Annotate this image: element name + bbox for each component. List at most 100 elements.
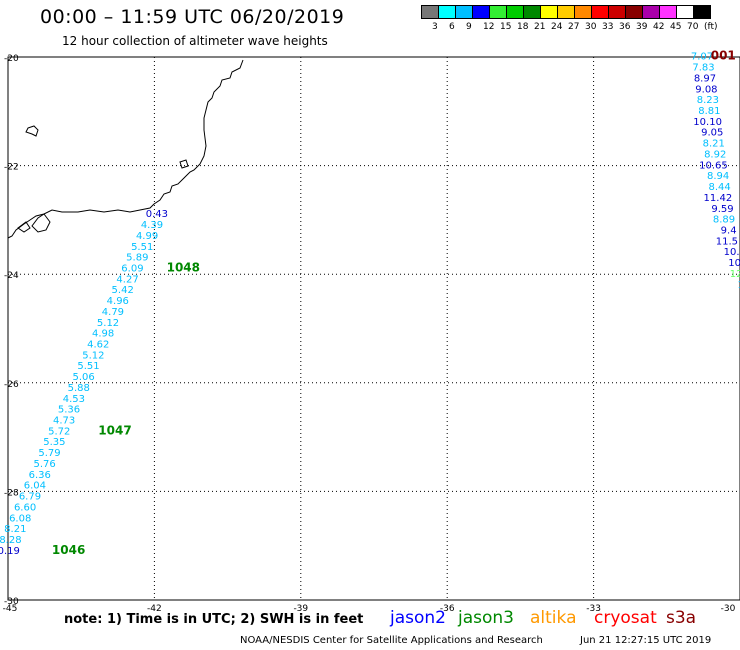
wave-height-label: 10.65 (699, 160, 728, 171)
wave-height-label: 5.12 (97, 318, 119, 329)
x-tick-label: -33 (586, 604, 601, 614)
wave-height-label: 4.99 (136, 231, 158, 242)
scale-label: 30 (585, 22, 597, 32)
grid-lines (8, 57, 740, 600)
x-tick-label: -42 (147, 604, 162, 614)
y-tick-label: -30 (4, 597, 19, 607)
island-outline (25, 125, 189, 169)
wave-height-label: 8.28 (0, 535, 22, 546)
note-text: note: 1) Time is in UTC; 2) SWH is in fe… (64, 612, 364, 627)
wave-height-label: 5.89 (126, 253, 148, 264)
wave-height-label: 5.06 (73, 372, 95, 383)
scale-label: 27 (568, 22, 580, 32)
wave-height-label: 5.42 (112, 285, 134, 296)
scale-label: 24 (551, 22, 563, 32)
wave-height-label: 6.09 (121, 263, 143, 274)
scale-label: 6 (449, 22, 455, 32)
wave-height-label: 4.27 (116, 274, 138, 285)
wave-height-label: 4.73 (53, 416, 75, 427)
satellite-legend-cryosat: cryosat (594, 608, 657, 628)
wave-height-label: 5.35 (43, 437, 65, 448)
wave-height-label: 6.60 (14, 502, 36, 513)
satellite-legend-jason3: jason3 (458, 608, 514, 628)
scale-label: (ft) (704, 22, 718, 32)
altimeter-track-east: 7.077.838.979.088.238.8110.109.058.218.9… (691, 49, 740, 291)
wave-height-label: 5.51 (131, 242, 153, 253)
tick-labels: -45 -42 -39 -36 -33 -30 -20 -22 -24 -26 -28 -30 (3, 54, 736, 614)
pass-time-label: 1046 (52, 543, 85, 557)
wave-height-label: 4.62 (87, 340, 109, 351)
y-tick-label: -22 (4, 163, 19, 173)
page-title: 00:00 – 11:59 UTC 06/20/2019 (40, 6, 345, 28)
color-scale (421, 5, 711, 19)
y-tick-label: -20 (4, 54, 19, 64)
wave-height-label: 8.21 (703, 139, 725, 150)
wave-height-label: 6.08 (9, 513, 31, 524)
wave-height-label: 0.43 (146, 209, 168, 220)
wave-height-label: 8.81 (698, 106, 720, 117)
scale-swatch (693, 5, 711, 19)
wave-height-label: 9.05 (701, 128, 723, 139)
satellite-legend-s3a: s3a (666, 608, 697, 628)
pass-time-label: 1047 (98, 423, 131, 437)
scale-label: 33 (602, 22, 614, 32)
y-tick-label: -26 (4, 380, 19, 390)
wave-height-label: 7.07 (691, 52, 713, 63)
wave-height-label: 7.83 (692, 63, 714, 74)
y-tick-label: -24 (4, 271, 19, 281)
satellite-legend-jason2: jason2 (390, 608, 446, 628)
scale-label: 45 (670, 22, 682, 32)
scale-label: 12 (483, 22, 495, 32)
map-frame (7, 56, 740, 601)
altimeter-track-west: 0.434.394.995.515.896.094.275.424.964.79… (0, 209, 200, 557)
bay-outline (17, 213, 51, 233)
wave-height-label: 4.98 (92, 329, 114, 340)
pass-time-label: 1048 (167, 260, 200, 274)
page-subtitle: 12 hour collection of altimeter wave hei… (62, 34, 328, 48)
pass-time-label: 001 (711, 49, 736, 63)
wave-height-label: 11.5 (716, 236, 738, 247)
wave-height-label: 5.72 (48, 426, 70, 437)
satellite-legend-altika: altika (530, 608, 577, 628)
wave-height-label: 10.19 (0, 546, 20, 557)
footer-timestamp: Jun 21 12:27:15 UTC 2019 (580, 635, 712, 646)
wave-height-label: 8.94 (707, 171, 729, 182)
wave-height-label: 5.76 (33, 459, 55, 470)
wave-height-label: 5.51 (77, 361, 99, 372)
scale-label: 36 (619, 22, 631, 32)
wave-height-label: 8.21 (4, 524, 26, 535)
scale-label: 18 (517, 22, 529, 32)
wave-height-label: 9.59 (711, 204, 733, 215)
wave-height-label: 9.08 (695, 84, 717, 95)
wave-height-label: 6.36 (29, 470, 51, 481)
wave-height-label: 5.79 (38, 448, 60, 459)
scale-label: 3 (432, 22, 438, 32)
wave-height-label: 10 (728, 258, 740, 269)
wave-height-label: 10. (724, 247, 740, 258)
y-tick-label: -28 (4, 488, 19, 498)
wave-height-label: 5.88 (68, 383, 90, 394)
x-tick-label: -30 (721, 604, 736, 614)
wave-height-label: 4.79 (102, 307, 124, 318)
wave-height-label: 6.79 (19, 492, 41, 503)
wave-height-label: 5.36 (58, 405, 80, 416)
scale-label: 15 (500, 22, 512, 32)
wave-height-label: 8.44 (708, 182, 730, 193)
wave-height-label: 12 (730, 269, 740, 280)
scale-label: 42 (653, 22, 665, 32)
wave-height-label: 4.96 (107, 296, 129, 307)
scale-label: 21 (534, 22, 546, 32)
wave-height-label: 5.12 (82, 350, 104, 361)
scale-label: 9 (466, 22, 472, 32)
x-tick-label: -39 (293, 604, 308, 614)
wave-height-label: 11.42 (704, 193, 733, 204)
x-tick-label: -45 (3, 604, 18, 614)
wave-height-label: 4.53 (63, 394, 85, 405)
wave-height-label: 9.4 (721, 225, 737, 236)
x-tick-label: -36 (440, 604, 455, 614)
wave-height-label: 8.89 (713, 215, 735, 226)
wave-height-label: 8.92 (704, 149, 726, 160)
wave-height-label: 4.39 (141, 220, 163, 231)
wave-height-label: 1 (738, 280, 740, 291)
